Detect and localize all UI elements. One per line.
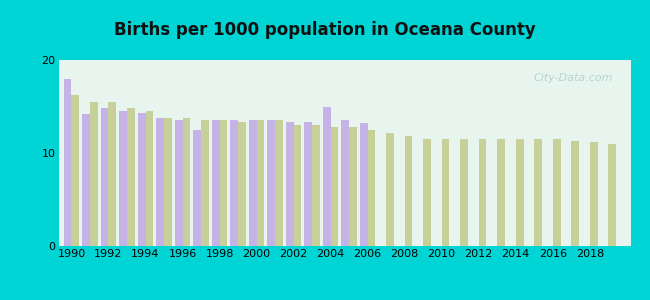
Bar bbox=[146, 111, 153, 246]
Bar bbox=[220, 120, 228, 246]
Bar bbox=[267, 120, 275, 246]
Bar bbox=[423, 139, 431, 246]
Bar bbox=[201, 120, 209, 246]
Bar bbox=[164, 118, 172, 246]
Bar bbox=[72, 95, 79, 246]
Bar bbox=[82, 114, 90, 246]
Bar bbox=[138, 113, 146, 246]
Bar bbox=[608, 144, 616, 246]
Bar bbox=[323, 106, 331, 246]
Bar bbox=[294, 125, 302, 246]
Legend: Oceana County, Michigan: Oceana County, Michigan bbox=[235, 297, 454, 300]
Bar bbox=[590, 142, 597, 246]
Bar bbox=[331, 127, 339, 246]
Text: Births per 1000 population in Oceana County: Births per 1000 population in Oceana Cou… bbox=[114, 21, 536, 39]
Bar bbox=[360, 123, 368, 246]
Bar bbox=[442, 139, 449, 246]
Bar bbox=[497, 139, 505, 246]
Bar bbox=[349, 127, 357, 246]
Bar bbox=[64, 79, 72, 246]
Bar bbox=[109, 102, 116, 246]
Bar bbox=[552, 139, 560, 246]
Bar bbox=[304, 122, 312, 246]
Bar bbox=[286, 122, 294, 246]
Bar bbox=[368, 130, 376, 246]
Bar bbox=[175, 120, 183, 246]
Bar bbox=[183, 118, 190, 246]
Bar bbox=[312, 125, 320, 246]
Bar bbox=[257, 120, 265, 246]
Bar bbox=[193, 130, 201, 246]
Bar bbox=[571, 141, 579, 246]
Bar bbox=[386, 133, 394, 246]
Bar bbox=[127, 108, 135, 246]
Bar bbox=[515, 139, 523, 246]
Bar bbox=[230, 120, 238, 246]
Bar bbox=[156, 118, 164, 246]
Bar bbox=[405, 136, 413, 246]
Bar bbox=[478, 139, 486, 246]
Bar bbox=[119, 111, 127, 246]
Bar bbox=[341, 120, 349, 246]
Bar bbox=[90, 102, 97, 246]
Bar bbox=[212, 120, 220, 246]
Bar bbox=[275, 120, 283, 246]
Bar bbox=[460, 139, 468, 246]
Bar bbox=[238, 122, 246, 246]
Bar bbox=[101, 108, 109, 246]
Bar bbox=[534, 139, 542, 246]
Bar bbox=[249, 120, 257, 246]
Text: City-Data.com: City-Data.com bbox=[534, 73, 614, 83]
